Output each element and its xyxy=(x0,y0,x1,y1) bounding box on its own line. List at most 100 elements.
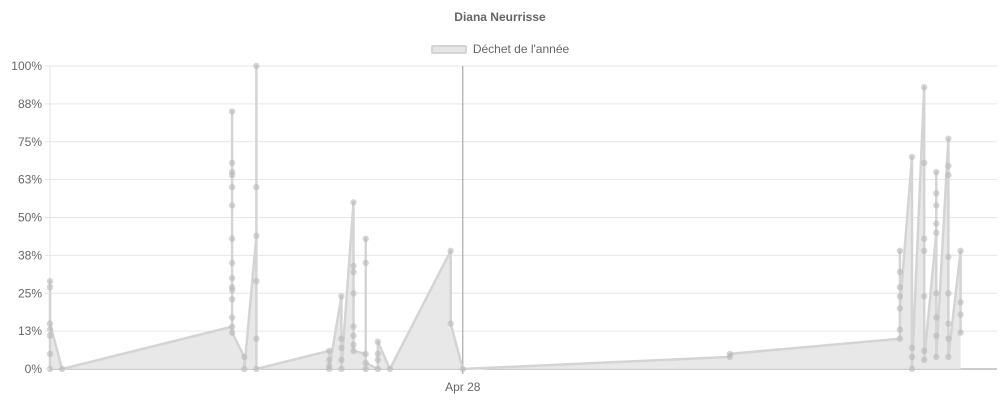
data-point[interactable] xyxy=(362,235,369,242)
data-point[interactable] xyxy=(945,135,952,142)
data-point[interactable] xyxy=(921,293,928,300)
data-point[interactable] xyxy=(374,365,381,373)
data-point[interactable] xyxy=(908,153,916,161)
data-point[interactable] xyxy=(46,332,54,339)
data-point[interactable] xyxy=(896,247,904,254)
data-point[interactable] xyxy=(58,365,66,373)
data-point[interactable] xyxy=(350,262,357,270)
data-point[interactable] xyxy=(228,287,236,294)
data-point[interactable] xyxy=(338,356,345,364)
data-point[interactable] xyxy=(253,335,260,342)
vertical-axis-lines xyxy=(49,66,997,374)
data-point[interactable] xyxy=(921,247,928,254)
data-point[interactable] xyxy=(350,199,357,206)
data-point[interactable] xyxy=(933,332,940,339)
data-point[interactable] xyxy=(945,162,952,170)
data-point[interactable] xyxy=(350,290,357,297)
data-point[interactable] xyxy=(228,314,236,321)
data-point[interactable] xyxy=(896,293,904,300)
data-point[interactable] xyxy=(228,259,236,267)
data-point[interactable] xyxy=(726,350,734,358)
data-point[interactable] xyxy=(921,84,928,91)
data-point[interactable] xyxy=(933,290,940,297)
data-point[interactable] xyxy=(374,338,381,345)
data-point[interactable] xyxy=(933,190,940,197)
data-point[interactable] xyxy=(896,335,904,342)
data-point[interactable] xyxy=(908,353,916,361)
data-point[interactable] xyxy=(447,247,454,254)
data-point[interactable] xyxy=(896,284,904,291)
data-point[interactable] xyxy=(908,365,916,373)
data-point[interactable] xyxy=(228,159,236,167)
data-point[interactable] xyxy=(46,350,54,358)
data-point[interactable] xyxy=(253,365,260,373)
data-point[interactable] xyxy=(338,293,345,300)
data-point[interactable] xyxy=(253,277,260,285)
data-point[interactable] xyxy=(945,171,952,179)
data-point[interactable] xyxy=(374,350,381,358)
data-point[interactable] xyxy=(945,335,952,342)
data-point[interactable] xyxy=(326,356,333,364)
data-point[interactable] xyxy=(241,365,248,373)
data-point[interactable] xyxy=(908,344,916,351)
data-point[interactable] xyxy=(338,335,345,342)
data-point[interactable] xyxy=(957,329,964,336)
data-point[interactable] xyxy=(338,344,345,351)
data-point[interactable] xyxy=(933,220,940,227)
data-point[interactable] xyxy=(957,299,964,306)
data-point[interactable] xyxy=(46,326,54,333)
data-point[interactable] xyxy=(362,350,369,358)
data-point[interactable] xyxy=(228,108,236,115)
data-point[interactable] xyxy=(228,235,236,242)
data-point[interactable] xyxy=(945,353,952,361)
data-point[interactable] xyxy=(945,290,952,297)
data-point[interactable] xyxy=(921,356,928,364)
data-point[interactable] xyxy=(362,259,369,267)
data-point[interactable] xyxy=(896,326,904,333)
data-point[interactable] xyxy=(896,268,904,276)
data-point[interactable] xyxy=(241,353,248,361)
data-point[interactable] xyxy=(326,365,333,373)
data-point[interactable] xyxy=(46,284,54,291)
data-point[interactable] xyxy=(945,253,952,261)
data-point[interactable] xyxy=(921,235,928,242)
data-point[interactable] xyxy=(253,232,260,239)
data-point[interactable] xyxy=(228,184,236,191)
data-point[interactable] xyxy=(228,202,236,209)
data-point[interactable] xyxy=(350,323,357,330)
data-point[interactable] xyxy=(253,62,260,70)
data-point[interactable] xyxy=(228,296,236,303)
data-point[interactable] xyxy=(933,168,940,176)
data-point[interactable] xyxy=(338,365,345,373)
data-point[interactable] xyxy=(933,314,940,321)
data-point[interactable] xyxy=(957,311,964,318)
data-point[interactable] xyxy=(362,359,369,367)
data-point[interactable] xyxy=(921,159,928,167)
data-point[interactable] xyxy=(46,320,54,327)
data-point[interactable] xyxy=(228,274,236,282)
data-point[interactable] xyxy=(933,229,940,236)
legend[interactable]: Déchet de l'année xyxy=(0,42,1000,56)
data-point[interactable] xyxy=(350,347,357,354)
data-point[interactable] xyxy=(228,168,236,176)
data-point[interactable] xyxy=(253,184,260,191)
data-point[interactable] xyxy=(326,347,333,354)
data-point[interactable] xyxy=(945,320,952,327)
data-point[interactable] xyxy=(447,320,454,327)
data-point[interactable] xyxy=(350,332,357,339)
data-point[interactable] xyxy=(350,341,357,348)
data-point[interactable] xyxy=(921,347,928,354)
y-tick-label: 25% xyxy=(18,286,42,300)
data-point[interactable] xyxy=(933,202,940,209)
data-point[interactable] xyxy=(459,365,466,373)
data-point[interactable] xyxy=(896,305,904,312)
data-point[interactable] xyxy=(386,365,394,373)
data-point[interactable] xyxy=(362,365,369,373)
data-point[interactable] xyxy=(933,353,940,361)
data-point[interactable] xyxy=(228,323,236,330)
data-point[interactable] xyxy=(228,329,236,336)
data-point[interactable] xyxy=(350,268,357,276)
data-point[interactable] xyxy=(374,356,381,364)
data-point[interactable] xyxy=(957,247,964,254)
data-point[interactable] xyxy=(46,277,54,285)
